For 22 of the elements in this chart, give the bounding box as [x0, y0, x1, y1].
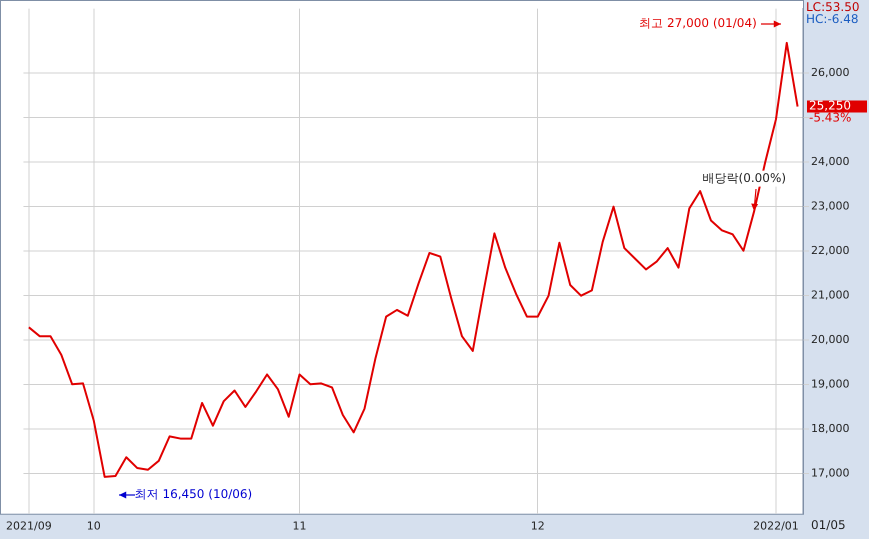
- text: -5.43%: [809, 110, 852, 125]
- annotation: 최저 16,450 (10/06): [134, 486, 252, 501]
- x-tick-label: 2021/09: [6, 519, 52, 532]
- x-tick-label: 11: [292, 519, 307, 532]
- y-tick-label: 23,000: [811, 200, 850, 213]
- y-tick-label: 19,000: [811, 378, 850, 391]
- annotation: 최고 27,000 (01/04): [639, 16, 757, 30]
- text: LC:53.50: [806, 0, 860, 14]
- text: HC:-6.48: [806, 12, 858, 26]
- x-tick-label: 10: [86, 519, 101, 532]
- x-tick-label: 12: [530, 519, 545, 532]
- x-tick-label: 2022/01: [753, 519, 799, 532]
- y-tick-label: 20,000: [811, 333, 850, 346]
- y-tick-label: 21,000: [811, 288, 850, 302]
- text: 25,250: [809, 98, 851, 113]
- y-tick-label: 17,000: [811, 466, 850, 480]
- annotation: 배당락(0.00%): [702, 170, 786, 185]
- y-tick-label: 18,000: [811, 422, 850, 436]
- y-tick-label: 26,000: [811, 66, 850, 79]
- text: 01/05: [811, 518, 846, 532]
- y-tick-label: 22,000: [811, 244, 850, 258]
- y-tick-label: 24,000: [811, 155, 850, 168]
